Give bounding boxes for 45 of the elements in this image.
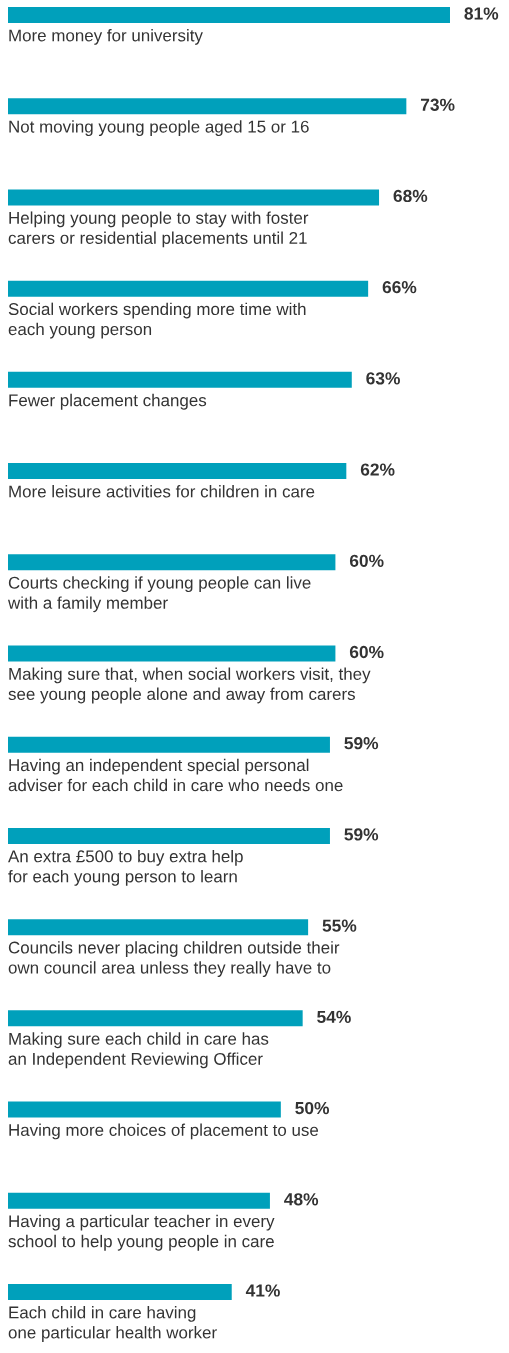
- y-tick-label: More money for university: [9, 29, 203, 45]
- y-tick-label: Social workers spending more time with each young person: [8, 302, 306, 339]
- y-tick-label: Having more choices of placement to use: [9, 1123, 319, 1140]
- y-tick-label: Helping young people to stay with foster carers or residential placements until 21: [8, 211, 309, 248]
- data-label: 54%: [317, 1010, 351, 1024]
- bar: [8, 1010, 303, 1027]
- data-label: 60%: [349, 645, 384, 659]
- bar: [8, 1192, 270, 1209]
- bar: [8, 371, 352, 388]
- bar: [8, 736, 330, 753]
- bar: [8, 1101, 281, 1118]
- data-label: 73%: [420, 98, 455, 111]
- y-tick-label: Having an independent special personal adviser for each child in care who needs one: [8, 758, 343, 792]
- y-tick-label: Making sure that, when social workers visit, they see young people alone and away from carers: [8, 667, 371, 704]
- y-tick-label: Having a particular teacher in every school to help young people in care: [8, 1214, 275, 1251]
- data-label: 41%: [245, 1284, 280, 1297]
- bar: [8, 280, 369, 297]
- y-tick-label: Councils never placing children outside their own council area unless they really have to: [8, 941, 340, 978]
- data-label: 59%: [344, 828, 379, 841]
- y-tick-label: Courts checking if young people can live with a family member: [7, 576, 311, 613]
- data-label: 60%: [349, 554, 384, 567]
- bar: [8, 645, 336, 662]
- data-label: 59%: [344, 737, 379, 750]
- bar: [8, 554, 336, 571]
- data-label: 66%: [382, 281, 417, 294]
- y-tick-label: Making sure each child in care has an Independent Reviewing Officer: [8, 1032, 269, 1069]
- bar: [8, 189, 380, 206]
- y-tick-label: Each child in care having one particular health worker: [8, 1305, 217, 1342]
- data-label: 50%: [295, 1101, 330, 1115]
- bar: [8, 98, 407, 115]
- bar: [8, 463, 347, 480]
- data-label: 63%: [366, 372, 400, 385]
- data-label: 55%: [322, 919, 357, 932]
- data-label: 68%: [393, 189, 428, 203]
- y-tick-label: Not moving young people aged 15 or 16: [9, 120, 309, 137]
- y-tick-label: More leisure activities for children in care: [9, 485, 315, 498]
- bar: [8, 827, 330, 844]
- bar: [8, 919, 309, 936]
- y-tick-label: An extra £500 to buy extra help for each young person to learn: [8, 849, 243, 886]
- y-tick-label: Fewer placement changes: [9, 393, 207, 410]
- data-label: 48%: [284, 1193, 319, 1206]
- bar: [8, 7, 450, 23]
- data-label: 81%: [464, 7, 499, 20]
- data-label: 62%: [360, 463, 395, 476]
- bar: [8, 1283, 232, 1300]
